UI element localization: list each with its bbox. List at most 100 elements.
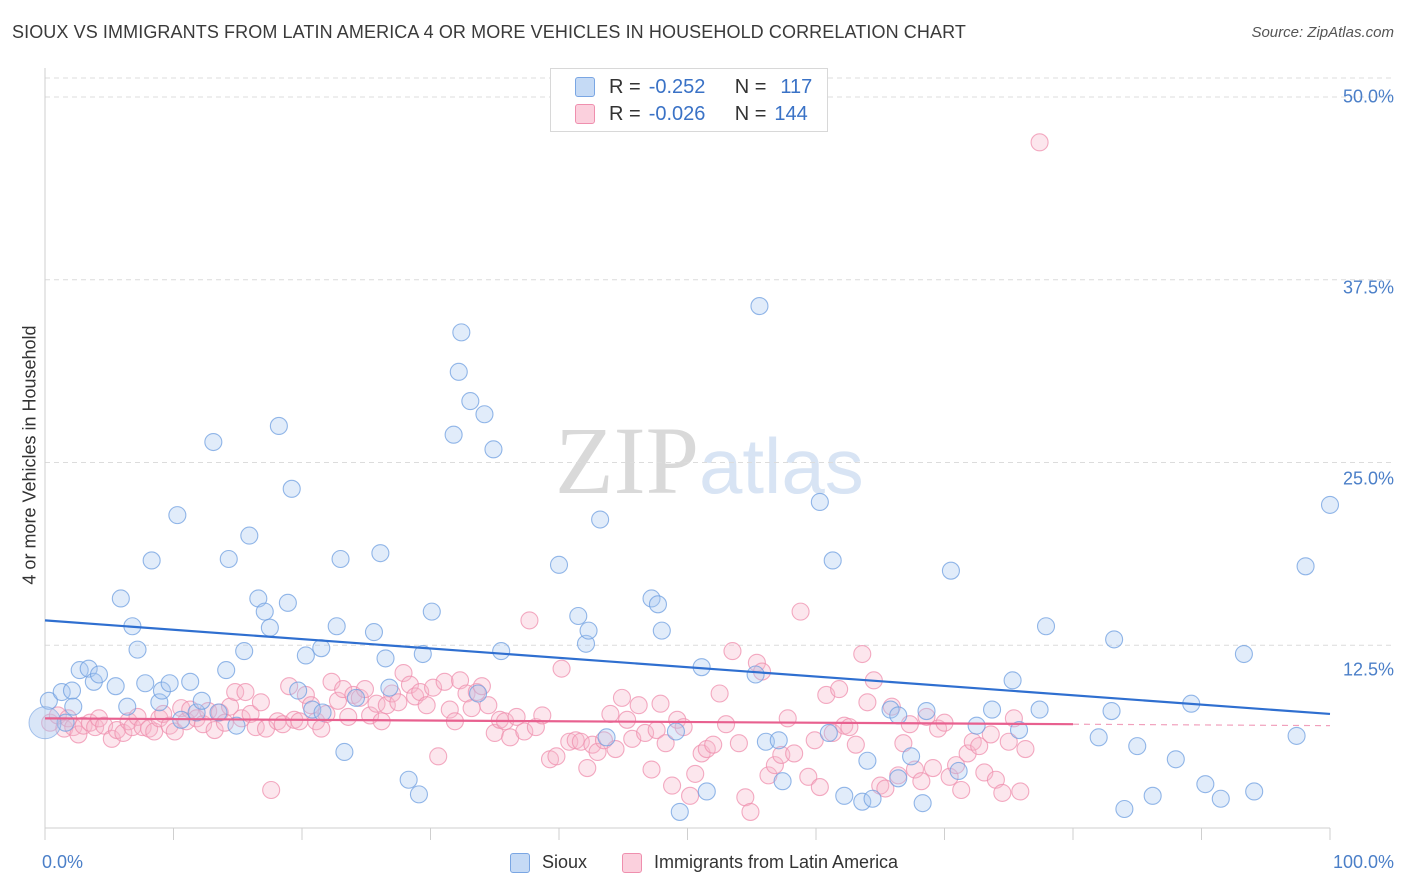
sioux-point	[449, 362, 468, 381]
sioux-point	[255, 602, 274, 621]
sioux-point	[823, 551, 842, 570]
latin-point	[515, 722, 534, 741]
sioux-point	[810, 492, 829, 512]
latin-point	[686, 764, 705, 783]
sioux-point	[64, 697, 83, 716]
sioux-point	[371, 544, 390, 563]
sioux-point	[484, 440, 503, 459]
latin-point	[1004, 709, 1023, 728]
sioux-point	[380, 678, 399, 697]
sioux-point	[1089, 728, 1108, 747]
sioux-point	[1030, 700, 1049, 719]
latin-point	[716, 715, 736, 734]
latin-point	[785, 744, 804, 763]
sioux-point	[39, 691, 58, 710]
latin-point	[805, 731, 824, 750]
sioux-point	[106, 677, 125, 696]
sioux-point	[327, 617, 346, 636]
latin-point	[588, 742, 607, 762]
sioux-point	[278, 593, 297, 612]
sioux-point	[1245, 782, 1264, 801]
latin-point	[440, 700, 459, 719]
sioux-point	[591, 510, 610, 529]
latin-point	[417, 696, 436, 715]
chart-title: SIOUX VS IMMIGRANTS FROM LATIN AMERICA 4…	[12, 22, 966, 42]
latin-point	[578, 759, 597, 778]
y-tick-50: 50.0%	[1342, 86, 1394, 107]
latin-swatch	[575, 104, 595, 124]
latin-point	[226, 682, 245, 702]
sioux-point	[773, 772, 792, 791]
latin-point	[102, 729, 121, 748]
sioux-legend-swatch	[510, 852, 530, 873]
latin-point	[917, 707, 936, 726]
sioux-point	[204, 432, 223, 452]
latin-point	[791, 602, 810, 621]
sioux-point	[1102, 701, 1121, 721]
sioux-point	[917, 701, 936, 721]
latin-point	[612, 688, 632, 707]
source-label: Source: ZipAtlas.com	[1251, 24, 1394, 41]
sioux-point	[282, 479, 301, 498]
latin-point	[1016, 740, 1035, 759]
latin-point	[651, 694, 670, 713]
sioux-point	[269, 416, 288, 436]
latin-point	[451, 671, 470, 690]
sioux-point	[296, 646, 315, 665]
latin-point	[681, 786, 700, 805]
latin-point	[48, 706, 67, 725]
sioux-point	[697, 782, 716, 801]
sioux-point	[670, 802, 689, 821]
sioux-point	[346, 688, 366, 707]
sioux-point	[444, 425, 463, 444]
sioux-point	[1036, 617, 1056, 636]
sioux-point	[666, 722, 685, 741]
latin-point	[350, 688, 369, 707]
sioux-point	[750, 297, 769, 316]
sioux-point	[1115, 799, 1134, 819]
latin-point	[165, 722, 184, 741]
sioux-point	[835, 786, 854, 805]
sioux-point	[260, 618, 279, 637]
legend-row-sioux: R = -0.252 N = 117	[575, 75, 812, 99]
latin-point	[853, 644, 872, 664]
latin-point	[999, 732, 1018, 751]
sioux-point	[160, 674, 179, 693]
sioux-point	[569, 606, 588, 626]
latin-point	[656, 734, 675, 753]
legend-n-label: N =	[734, 102, 767, 125]
sioux-point	[422, 602, 441, 621]
latin-point	[858, 693, 877, 712]
sioux-trend-line	[44, 619, 1331, 716]
watermark: ZIPatlas	[555, 405, 864, 516]
sioux-point	[240, 526, 259, 545]
sioux-point	[150, 693, 169, 712]
latin-point	[952, 780, 971, 800]
latin-point	[400, 675, 419, 694]
sioux-point	[249, 589, 268, 608]
latin-point	[704, 735, 723, 754]
latin-point	[160, 716, 179, 735]
latin-point	[723, 642, 742, 661]
legend-r-label: R =	[609, 75, 641, 98]
sioux-point	[312, 639, 331, 658]
latin-point	[339, 707, 358, 726]
latin-point	[1011, 782, 1030, 801]
latin-point	[479, 696, 498, 715]
latin-point	[69, 725, 88, 744]
sioux-point	[89, 665, 109, 684]
sioux-point	[648, 595, 667, 614]
latin-point	[642, 760, 661, 779]
legend-n-label: N =	[734, 75, 767, 98]
sioux-point	[746, 665, 765, 684]
latin-point	[846, 735, 865, 754]
sioux-swatch	[575, 77, 595, 97]
sioux-point	[209, 703, 228, 722]
sioux-point	[1003, 671, 1022, 690]
sioux-point	[70, 661, 89, 680]
latin-point	[975, 763, 994, 782]
sioux-point	[889, 769, 908, 788]
bottom-legend-sioux: Sioux	[510, 852, 587, 873]
latin-point	[328, 691, 348, 710]
